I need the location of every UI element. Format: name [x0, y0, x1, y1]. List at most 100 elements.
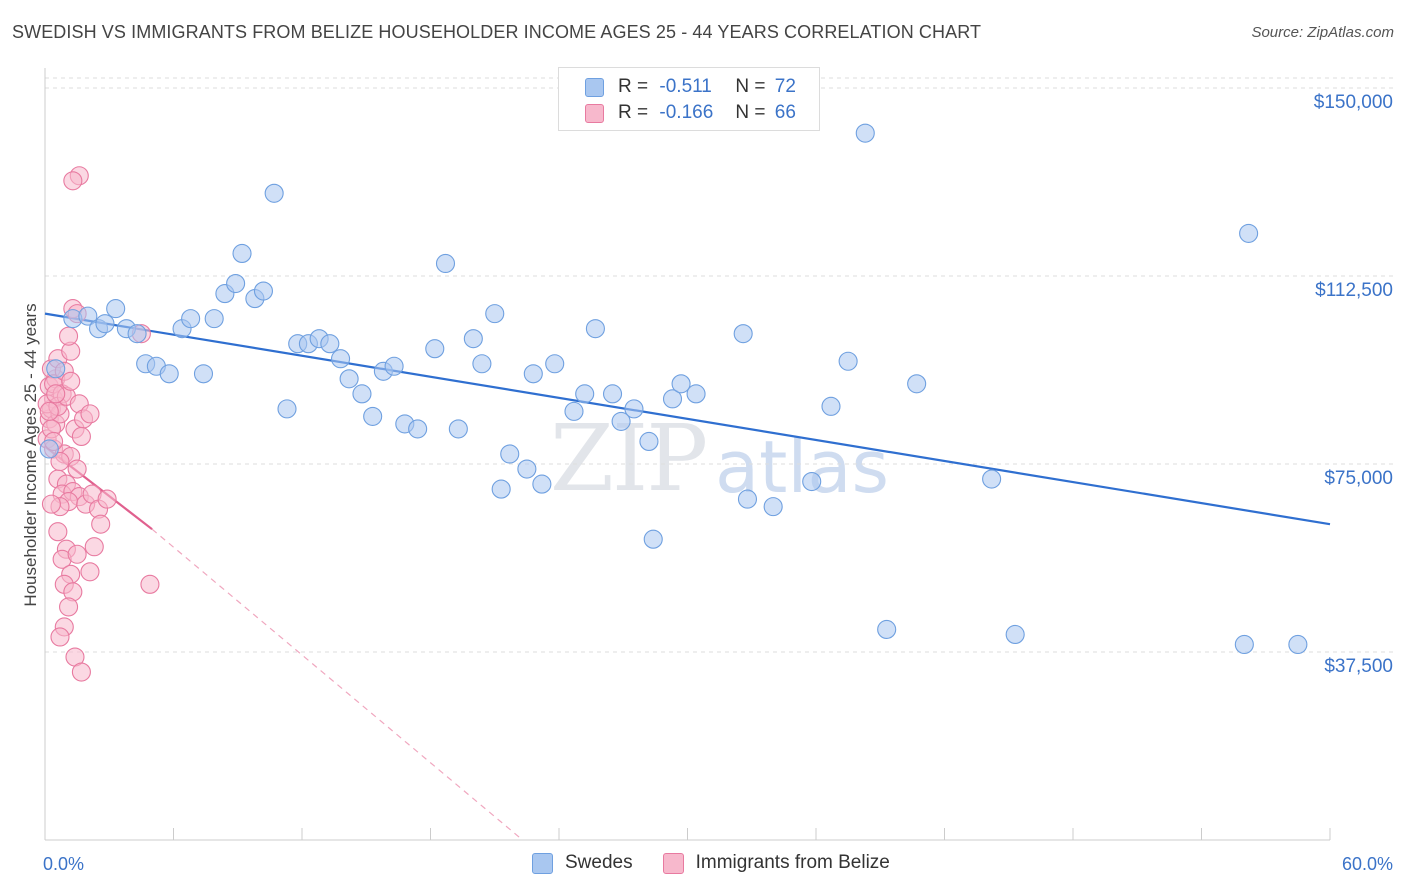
- swedes-point: [408, 419, 428, 439]
- swedes-point: [472, 354, 492, 374]
- legend-row-belize: R = -0.166 N = 66: [585, 100, 796, 126]
- legend-n-label: N =: [735, 102, 766, 123]
- swedes-point: [339, 369, 359, 389]
- chart-source: Source: ZipAtlas.com: [1251, 24, 1394, 41]
- swedes-point: [624, 399, 644, 419]
- swedes-point: [1234, 634, 1254, 655]
- swedes-point: [1005, 624, 1025, 645]
- y-tick-label: $75,000: [1324, 468, 1393, 489]
- swedes-point: [564, 401, 584, 421]
- swedes-point: [463, 329, 483, 349]
- swedes-swatch: [585, 77, 604, 97]
- trend-line-belize-extension: [151, 528, 523, 841]
- trend-line-swedes: [44, 312, 1331, 526]
- swedes-point: [838, 351, 858, 371]
- legend-r-value: -0.511: [659, 76, 712, 97]
- swedes-point: [330, 349, 351, 369]
- y-tick-label: $37,500: [1324, 656, 1393, 677]
- swedes-point: [763, 497, 783, 517]
- swedes-point: [277, 399, 297, 419]
- x-tick-label-max: 60.0%: [1342, 854, 1393, 874]
- legend-n-label: N =: [735, 76, 766, 97]
- swedes-point: [662, 389, 683, 409]
- swedes-point: [575, 384, 595, 404]
- swedes-point: [602, 384, 623, 404]
- swedes-point: [384, 356, 404, 376]
- correlation-legend: R = -0.511 N = 72 R = -0.166 N = 66: [558, 67, 820, 131]
- swedes-point: [611, 411, 631, 431]
- belize-point: [67, 544, 87, 564]
- swedes-point: [671, 374, 691, 394]
- swedes-point: [106, 299, 126, 319]
- axes: [44, 68, 1331, 841]
- belize-point: [71, 426, 91, 446]
- series-legend: Swedes Immigrants from Belize: [532, 852, 920, 874]
- legend-n-value: 72: [774, 76, 796, 97]
- legend-r-value: -0.166: [659, 102, 714, 123]
- y-tick-label: $150,000: [1314, 92, 1393, 113]
- swedes-point: [253, 281, 274, 301]
- belize-swatch: [585, 103, 604, 123]
- legend-label-swedes: Swedes: [565, 852, 633, 873]
- legend-n-value: 66: [774, 102, 796, 123]
- belize-point: [140, 574, 160, 594]
- swedes-point: [425, 339, 445, 359]
- swedes-point: [802, 472, 822, 492]
- swedes-point: [523, 364, 543, 384]
- swedes-point: [226, 273, 246, 294]
- swedes-point: [500, 444, 520, 464]
- swedes-point: [204, 309, 224, 329]
- data-points: [37, 123, 1308, 682]
- swedes-point: [78, 306, 98, 326]
- legend-item-swedes[interactable]: Swedes: [532, 852, 633, 874]
- swedes-point: [821, 396, 841, 416]
- legend-row-swedes: R = -0.511 N = 72: [585, 74, 796, 100]
- belize-point: [97, 489, 117, 509]
- legend-r-label: R =: [618, 102, 649, 123]
- belize-point: [48, 522, 68, 542]
- legend-r-label: R =: [618, 76, 649, 97]
- swedes-legend-swatch: [532, 852, 553, 874]
- belize-point: [80, 562, 100, 582]
- swedes-point: [982, 469, 1002, 489]
- swedes-point: [127, 324, 147, 344]
- swedes-point: [907, 374, 927, 394]
- belize-point: [67, 459, 87, 479]
- grid-lines: [45, 77, 1395, 653]
- swedes-point: [159, 364, 179, 384]
- swedes-point: [1288, 634, 1308, 655]
- swedes-point: [545, 354, 565, 374]
- belize-point: [50, 451, 70, 472]
- swedes-point: [855, 123, 875, 143]
- swedes-point: [877, 619, 897, 639]
- swedes-point: [39, 439, 59, 459]
- swedes-point: [686, 384, 706, 404]
- belize-point: [41, 494, 61, 514]
- legend-item-belize[interactable]: Immigrants from Belize: [662, 852, 890, 874]
- belize-point: [80, 404, 100, 424]
- swedes-point: [491, 479, 511, 499]
- swedes-point: [363, 406, 383, 426]
- belize-legend-swatch: [662, 852, 684, 874]
- swedes-point: [532, 474, 552, 494]
- legend-label-belize: Immigrants from Belize: [695, 852, 890, 873]
- swedes-point: [448, 419, 468, 439]
- swedes-point: [232, 243, 252, 264]
- chart-title: SWEDISH VS IMMIGRANTS FROM BELIZE HOUSEH…: [12, 22, 982, 42]
- belize-point: [61, 371, 81, 391]
- belize-point: [59, 597, 79, 617]
- belize-point: [63, 171, 83, 191]
- belize-point: [84, 537, 104, 557]
- swedes-point: [733, 324, 753, 344]
- swedes-point: [585, 319, 605, 339]
- swedes-point: [320, 334, 340, 354]
- swedes-point: [517, 459, 537, 479]
- belize-point: [39, 401, 59, 421]
- belize-point: [46, 384, 66, 404]
- belize-point: [71, 662, 91, 682]
- x-tick-label-min: 0.0%: [43, 854, 84, 874]
- swedes-point: [95, 314, 115, 334]
- swedes-point: [435, 253, 456, 274]
- swedes-point: [643, 529, 663, 549]
